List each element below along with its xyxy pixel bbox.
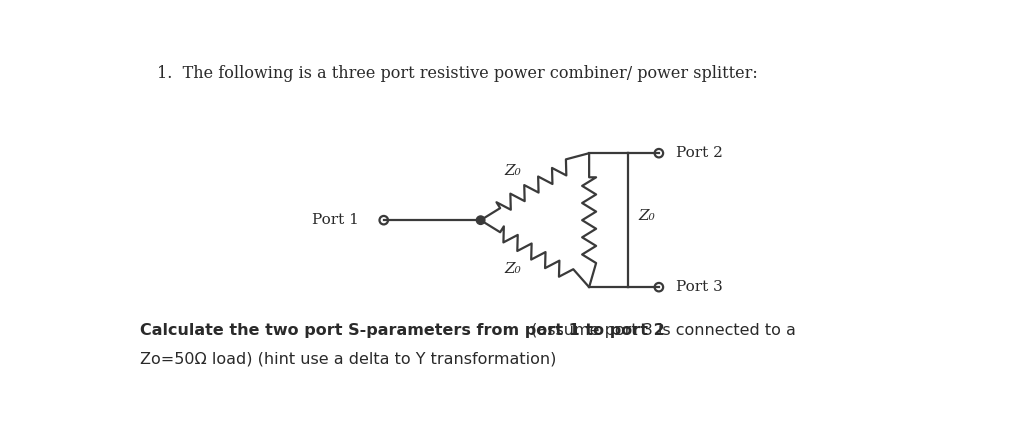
Text: Z₀: Z₀ bbox=[505, 164, 521, 178]
Text: Port 3: Port 3 bbox=[676, 280, 723, 294]
Text: Z₀: Z₀ bbox=[639, 209, 655, 223]
Circle shape bbox=[476, 216, 485, 225]
Text: 1.  The following is a three port resistive power combiner/ power splitter:: 1. The following is a three port resisti… bbox=[158, 65, 758, 82]
Text: (assume port 3 is connected to a: (assume port 3 is connected to a bbox=[525, 323, 796, 338]
Text: Zo=50Ω load) (hint use a delta to Y transformation): Zo=50Ω load) (hint use a delta to Y tran… bbox=[139, 351, 556, 366]
Text: Z₀: Z₀ bbox=[505, 262, 521, 276]
Text: Calculate the two port S-parameters from port 1 to port 2: Calculate the two port S-parameters from… bbox=[139, 323, 665, 338]
Text: Port 2: Port 2 bbox=[676, 146, 723, 160]
Text: Port 1: Port 1 bbox=[312, 213, 359, 227]
